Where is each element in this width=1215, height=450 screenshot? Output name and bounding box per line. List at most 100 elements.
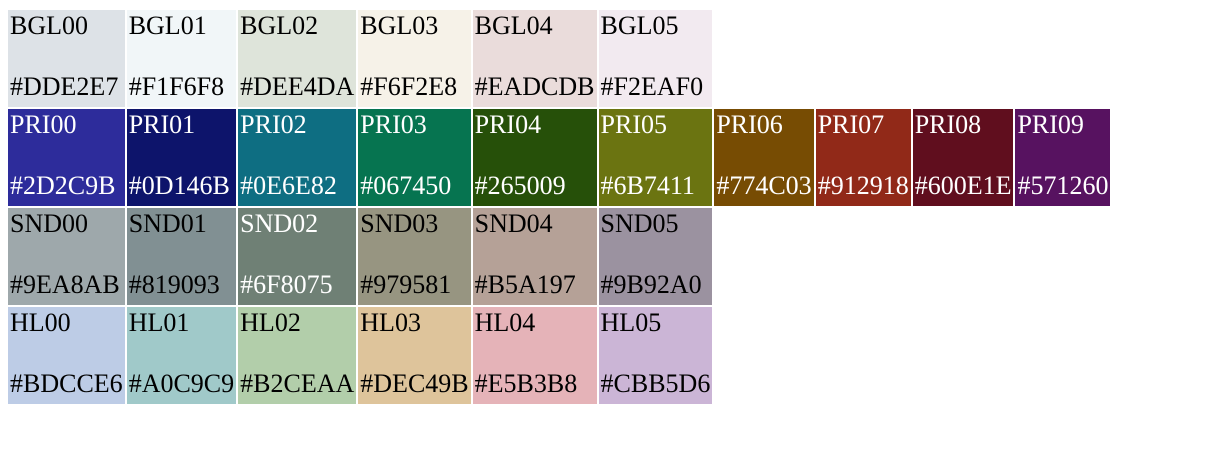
swatch-name-label: SND05 (600, 209, 679, 238)
color-palette-table: BGL00 #DDE2E7 BGL01 #F1F6F8 BGL02 #DEE4DA BGL0… (6, 8, 1112, 406)
color-swatch-snd02: SND02 #6F8075 (238, 208, 357, 305)
color-swatch-snd01: SND01 #819093 (126, 208, 237, 305)
color-swatch-pri05: PRI05 #6B7411 (598, 109, 713, 206)
color-swatch-bgl00: BGL00 #DDE2E7 (8, 10, 125, 107)
empty-cell (913, 208, 1014, 305)
swatch-hex-label: #979581 (360, 270, 452, 299)
swatch-hex-label: #DDE2E7 (10, 72, 119, 101)
swatch-name-label: HL05 (600, 308, 662, 337)
swatch-hex-label: #6F8075 (240, 270, 333, 299)
palette-row-snd: SND00 #9EA8AB SND01 #819093 SND02 #6F8075 SND0… (8, 208, 1110, 305)
empty-cell (714, 307, 813, 404)
swatch-name-label: PRI07 (817, 110, 885, 139)
swatch-name-label: HL04 (474, 308, 536, 337)
swatch-name-label: SND00 (10, 209, 89, 238)
color-swatch-bgl02: BGL02 #DEE4DA (238, 10, 357, 107)
swatch-hex-label: #DEC49B (360, 369, 469, 398)
color-swatch-bgl01: BGL01 #F1F6F8 (126, 10, 237, 107)
swatch-hex-label: #A0C9C9 (128, 369, 235, 398)
swatch-hex-label: #B2CEAA (240, 369, 355, 398)
swatch-hex-label: #600E1E (914, 171, 1012, 200)
color-swatch-hl05: HL05 #CBB5D6 (598, 307, 713, 404)
swatch-name-label: BGL03 (360, 11, 439, 40)
color-swatch-hl02: HL02 #B2CEAA (238, 307, 357, 404)
swatch-name-label: HL00 (10, 308, 71, 337)
color-swatch-pri08: PRI08 #600E1E (912, 109, 1014, 206)
swatch-name-label: PRI02 (240, 110, 307, 139)
color-swatch-pri04: PRI04 #265009 (472, 109, 597, 206)
color-swatch-hl04: HL04 #E5B3B8 (472, 307, 597, 404)
swatch-hex-label: #265009 (474, 171, 566, 200)
swatch-hex-label: #0E6E82 (240, 171, 337, 200)
color-swatch-hl03: HL03 #DEC49B (358, 307, 471, 404)
empty-cell (816, 208, 911, 305)
empty-cell (816, 307, 911, 404)
swatch-name-label: PRI09 (1017, 110, 1084, 139)
swatch-hex-label: #0D146B (128, 171, 230, 200)
swatch-hex-label: #DEE4DA (240, 72, 355, 101)
swatch-hex-label: #F2EAF0 (600, 72, 704, 101)
empty-cell (1015, 10, 1110, 107)
swatch-hex-label: #819093 (128, 270, 220, 299)
empty-cell (913, 307, 1014, 404)
empty-cell (816, 10, 911, 107)
palette-body: BGL00 #DDE2E7 BGL01 #F1F6F8 BGL02 #DEE4DA BGL0… (8, 10, 1111, 404)
swatch-name-label: PRI03 (360, 110, 427, 139)
swatch-hex-label: #F6F2E8 (360, 72, 458, 101)
swatch-name-label: BGL00 (10, 11, 88, 40)
color-swatch-pri00: PRI00 #2D2C9B (8, 109, 125, 206)
color-swatch-hl01: HL01 #A0C9C9 (126, 307, 237, 404)
color-swatch-snd05: SND05 #9B92A0 (598, 208, 713, 305)
swatch-hex-label: #F1F6F8 (128, 72, 225, 101)
swatch-hex-label: #2D2C9B (10, 171, 116, 200)
swatch-name-label: PRI08 (914, 110, 982, 139)
swatch-name-label: PRI05 (600, 110, 667, 139)
empty-cell (1015, 307, 1110, 404)
color-swatch-pri01: PRI01 #0D146B (126, 109, 237, 206)
swatch-hex-label: #9EA8AB (10, 270, 120, 299)
color-swatch-pri07: PRI07 #912918 (815, 109, 911, 206)
swatch-hex-label: #BDCCE6 (10, 369, 123, 398)
empty-cell (913, 10, 1014, 107)
swatch-hex-label: #B5A197 (474, 270, 576, 299)
swatch-name-label: BGL04 (474, 11, 553, 40)
color-swatch-bgl04: BGL04 #EADCDB (472, 10, 597, 107)
empty-cell (714, 208, 813, 305)
palette-row-hl: HL00 #BDCCE6 HL01 #A0C9C9 HL02 #B2CEAA HL03 #DE… (8, 307, 1110, 404)
swatch-hex-label: #774C03 (716, 171, 812, 200)
swatch-name-label: SND04 (474, 209, 553, 238)
swatch-name-label: SND03 (360, 209, 439, 238)
color-swatch-bgl03: BGL03 #F6F2E8 (358, 10, 471, 107)
color-swatch-pri03: PRI03 #067450 (358, 109, 471, 206)
color-swatch-pri02: PRI02 #0E6E82 (238, 109, 357, 206)
swatch-name-label: HL01 (128, 308, 190, 337)
color-swatch-pri06: PRI06 #774C03 (714, 109, 814, 206)
color-swatch-snd00: SND00 #9EA8AB (8, 208, 125, 305)
swatch-name-label: SND02 (240, 209, 319, 238)
swatch-name-label: BGL05 (600, 11, 679, 40)
swatch-hex-label: #912918 (817, 171, 909, 200)
color-swatch-snd04: SND04 #B5A197 (472, 208, 597, 305)
swatch-name-label: PRI01 (128, 110, 196, 139)
swatch-hex-label: #E5B3B8 (474, 369, 578, 398)
color-swatch-bgl05: BGL05 #F2EAF0 (598, 10, 713, 107)
swatch-hex-label: #571260 (1017, 171, 1109, 200)
swatch-name-label: HL03 (360, 308, 421, 337)
swatch-hex-label: #9B92A0 (600, 270, 702, 299)
empty-cell (1015, 208, 1110, 305)
swatch-name-label: BGL01 (128, 11, 207, 40)
color-swatch-hl00: HL00 #BDCCE6 (8, 307, 125, 404)
swatch-name-label: PRI04 (474, 110, 542, 139)
swatch-name-label: SND01 (128, 209, 207, 238)
swatch-hex-label: #CBB5D6 (600, 369, 711, 398)
swatch-hex-label: #6B7411 (600, 171, 695, 200)
palette-row-pri: PRI00 #2D2C9B PRI01 #0D146B PRI02 #0E6E82 PRI0… (8, 109, 1111, 206)
swatch-name-label: PRI00 (10, 110, 77, 139)
empty-cell (714, 10, 813, 107)
color-swatch-snd03: SND03 #979581 (358, 208, 471, 305)
swatch-name-label: PRI06 (716, 110, 783, 139)
color-swatch-pri09: PRI09 #571260 (1015, 109, 1111, 206)
swatch-name-label: HL02 (240, 308, 301, 337)
swatch-hex-label: #EADCDB (474, 72, 595, 101)
swatch-name-label: BGL02 (240, 11, 319, 40)
